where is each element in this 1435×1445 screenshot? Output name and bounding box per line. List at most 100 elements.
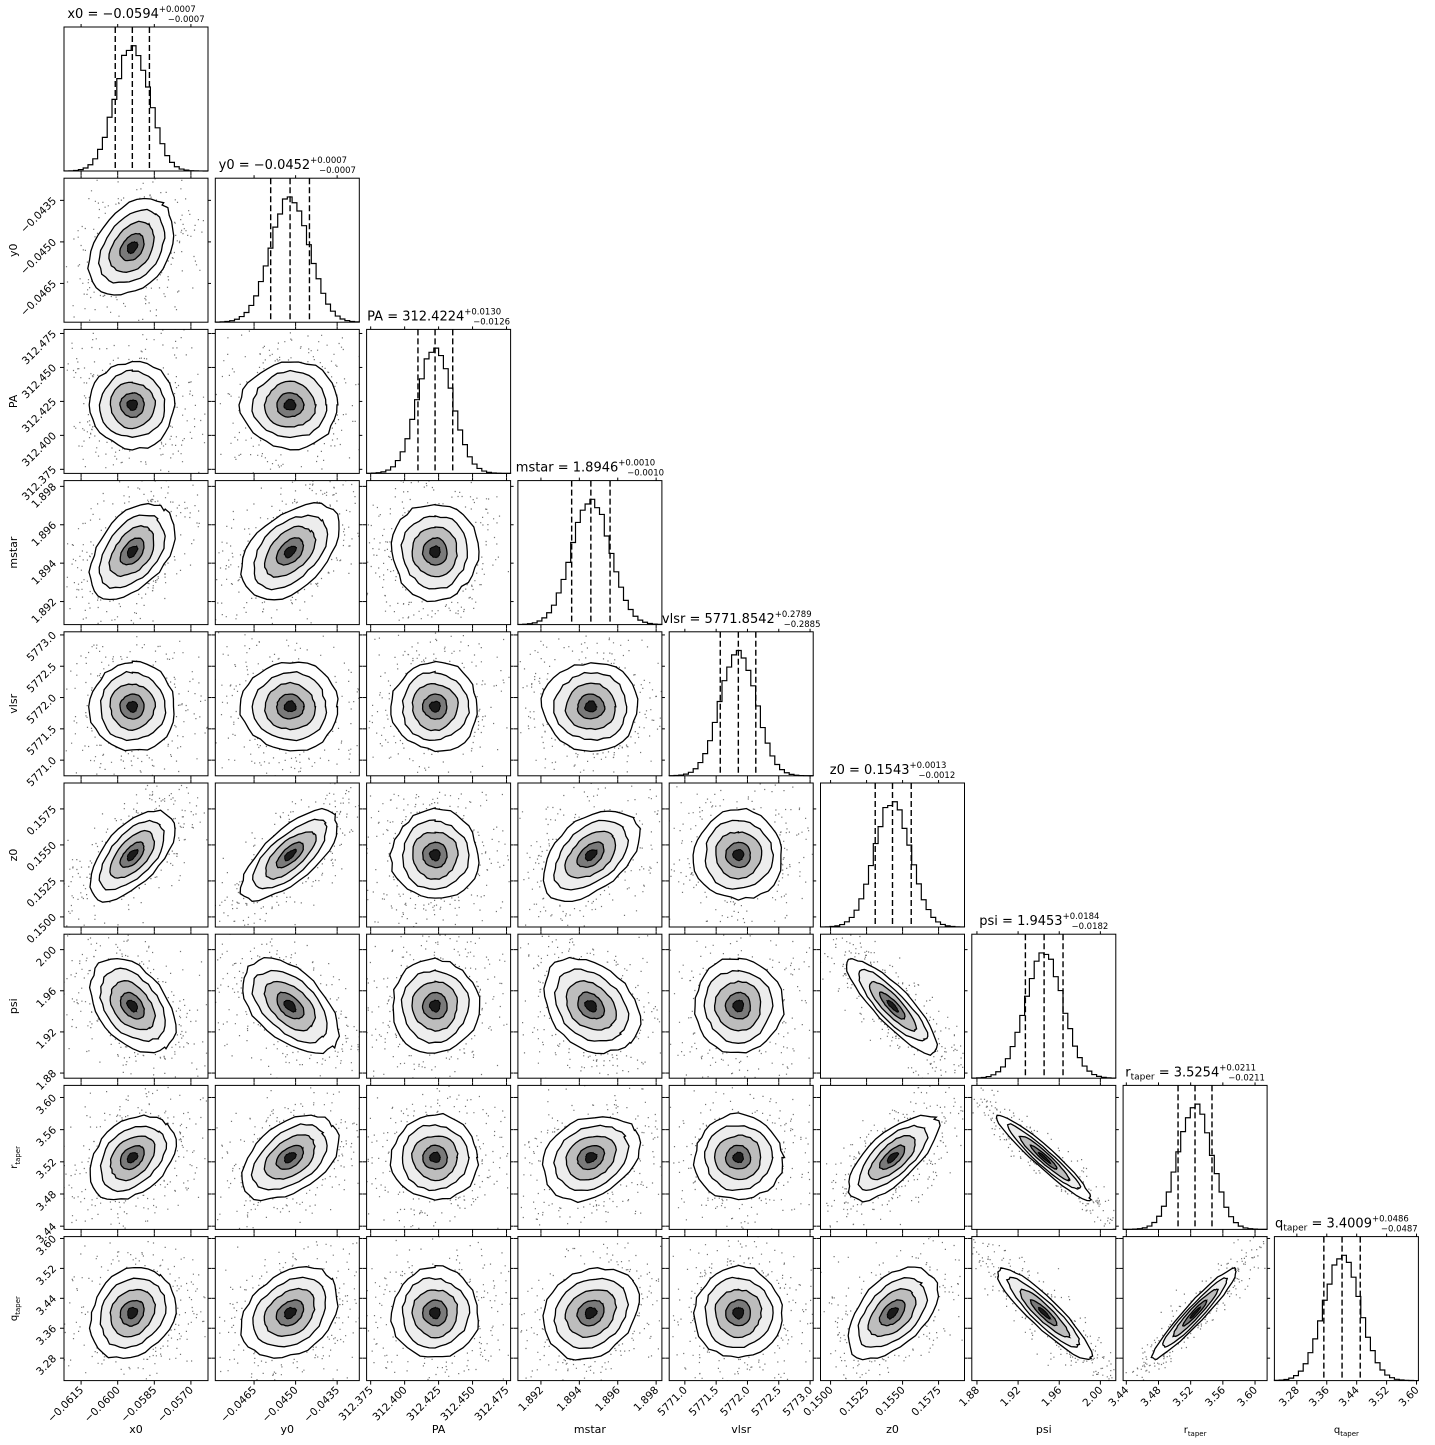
panel-content: [669, 783, 814, 927]
y-tick-label: −0.0450: [18, 237, 59, 278]
panel-content: [368, 632, 510, 776]
y-tick-label: 3.52: [34, 1263, 59, 1288]
density-core: [283, 545, 298, 559]
density-core: [126, 700, 139, 713]
density-core: [126, 241, 139, 255]
panel-frame: [668, 782, 814, 928]
y-tick-label: 5771.5: [25, 723, 59, 757]
y-tick-label: 312.475: [20, 328, 59, 367]
x-tick-label: 3.36: [1307, 1384, 1332, 1409]
title-lower-error: −0.0211: [1228, 1073, 1265, 1083]
axis-label-text: psi: [1036, 1423, 1052, 1436]
axis-label-text: z0: [886, 1423, 899, 1436]
panel-content: [517, 635, 662, 773]
panel-content: [1125, 1236, 1268, 1381]
density-core: [126, 1152, 139, 1164]
density-core: [886, 1307, 900, 1320]
panel-frame: [214, 1084, 360, 1230]
x-axis-label-mstar: mstar: [574, 1423, 607, 1436]
panel-y0-vs-r_taper: [211, 1082, 363, 1234]
histogram-step: [366, 347, 512, 474]
panel-content: [669, 1087, 811, 1230]
panel-content: [215, 480, 360, 625]
title-text: z0 = 0.1543: [830, 763, 910, 778]
panel-title-vlsr: vlsr = 5771.8542+0.2789 −0.2885: [662, 610, 821, 630]
title-upper-error: +0.0184: [1063, 912, 1100, 922]
y-tick-label: 3.44: [34, 1293, 59, 1318]
x-tick-label: −0.0585: [119, 1384, 160, 1425]
panel-content: [65, 636, 208, 776]
panel-mstar-vs-psi: [513, 931, 665, 1083]
panel-content: [972, 1239, 1115, 1381]
histogram-panel-r_taper: rtaper = 3.5254+0.0211 −0.0211: [1122, 1063, 1268, 1234]
x-tick-label: 3.52: [1367, 1384, 1392, 1409]
y-tick-label: −0.0465: [18, 278, 59, 319]
density-core: [732, 1306, 745, 1320]
x-tick-label: 312.375: [337, 1384, 376, 1423]
x-tick-label: 1.892: [516, 1384, 546, 1414]
panel-content: [66, 329, 206, 474]
y-tick-label: 312.425: [20, 396, 59, 435]
density-core: [584, 1152, 598, 1164]
panel-content: [820, 934, 964, 1079]
axis-label-text: mstar: [7, 536, 20, 569]
y-tick-label: 5772.5: [25, 661, 59, 695]
histogram-step: [1273, 1254, 1420, 1382]
density-core: [127, 1306, 139, 1320]
panel-x0-vs-PA: [60, 326, 211, 478]
axis-label-text: y0: [7, 243, 20, 257]
panel-content: [366, 480, 510, 625]
x-tick-label: 0.1550: [873, 1384, 907, 1418]
scatter-points: [215, 330, 360, 474]
density-core: [428, 848, 441, 862]
title-lower-error: −0.0007: [168, 15, 205, 25]
panel-content: [669, 1236, 814, 1381]
density-core: [732, 1151, 744, 1164]
x-axis-label-z0: z0: [886, 1423, 899, 1436]
density-core: [886, 999, 900, 1013]
density-core: [429, 545, 441, 559]
panel-z0-vs-r_taper: [816, 1082, 968, 1234]
y-tick-label: 1.894: [29, 558, 59, 588]
panel-content: [64, 178, 204, 321]
panel-title-q_taper: qtaper = 3.4009+0.0486 −0.0487: [1275, 1215, 1418, 1235]
title-upper-error: +0.0211: [1219, 1063, 1256, 1073]
title-text: vlsr = 5771.8542: [662, 612, 775, 627]
y-axis-label-PA: PA: [7, 394, 20, 408]
y-tick-label: 3.60: [34, 1092, 59, 1117]
x-tick-label: 2.00: [1080, 1384, 1105, 1409]
panel-vlsr-vs-psi: [665, 931, 817, 1083]
title-text: PA = 312.4224: [367, 309, 464, 324]
panel-frame: [517, 933, 663, 1079]
panel-frame: [517, 782, 663, 928]
density-core: [732, 999, 745, 1013]
density-core: [428, 700, 442, 713]
panel-y0-vs-vlsr: [211, 628, 363, 780]
panel-frame: [517, 480, 663, 626]
panel-content: [520, 935, 662, 1079]
panel-x0-vs-vlsr: [60, 628, 211, 780]
panel-PA-vs-vlsr: [362, 628, 514, 780]
panel-x0-vs-mstar: [60, 477, 211, 629]
density-core: [1188, 1305, 1202, 1319]
panel-title-z0: z0 = 0.1543+0.0013 −0.0012: [830, 761, 956, 781]
density-core: [584, 849, 598, 862]
panel-frame: [214, 631, 360, 777]
x-axis-label-vlsr: vlsr: [731, 1423, 751, 1436]
panel-frame: [517, 1236, 663, 1382]
panel-content: [64, 480, 200, 625]
histogram-panel-z0: z0 = 0.1543+0.0013 −0.0012: [819, 761, 966, 931]
title-upper-error: +0.0486: [1372, 1215, 1409, 1225]
panel-psi-vs-r_taper: [967, 1082, 1119, 1234]
y-axis-label-psi: psi: [7, 998, 20, 1014]
title-lower-error: −0.0126: [473, 317, 510, 327]
axis-label-subscript: taper: [1340, 1430, 1359, 1438]
density-core: [283, 999, 297, 1013]
x-axis-label-r_taper: rtaper: [1184, 1425, 1207, 1438]
histogram-step: [214, 196, 360, 323]
x-axis-label-PA: PA: [432, 1423, 446, 1436]
axis-label-text: z0: [7, 849, 20, 862]
x-tick-label: 5771.0: [656, 1384, 690, 1418]
density-core: [283, 1152, 298, 1164]
y-tick-label: 3.48: [34, 1189, 59, 1214]
